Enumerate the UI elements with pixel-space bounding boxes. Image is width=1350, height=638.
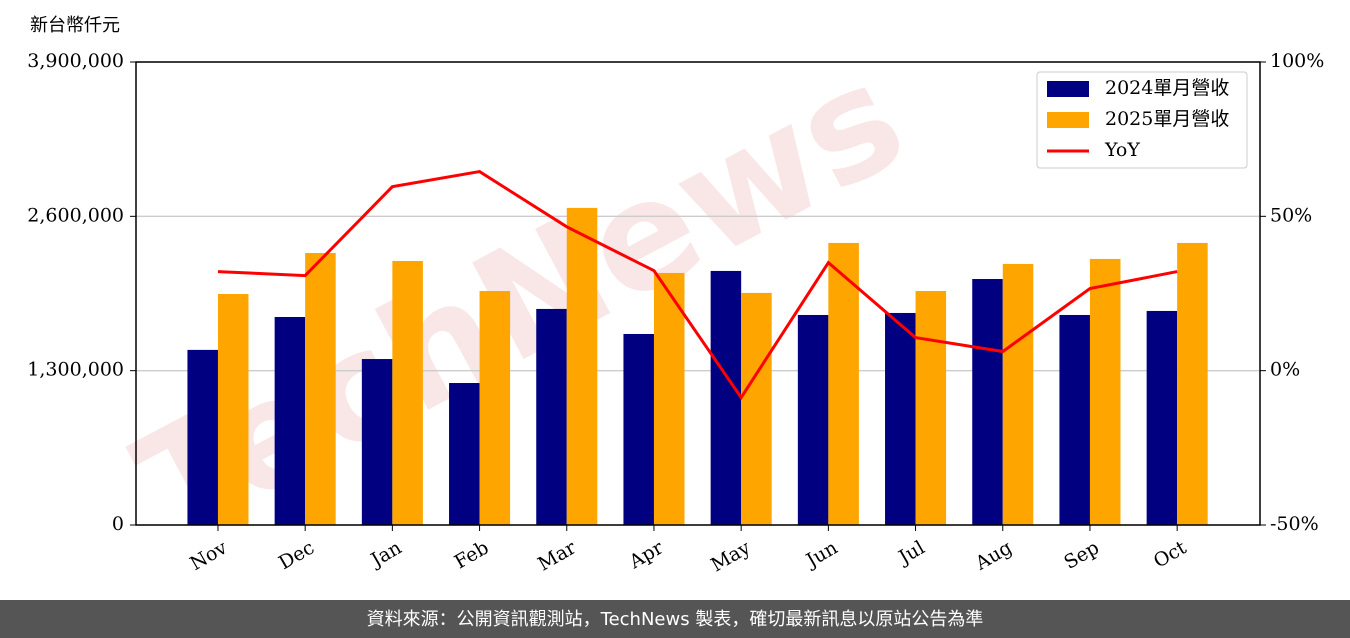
bar bbox=[741, 292, 772, 525]
bar bbox=[187, 349, 218, 525]
x-tick-label: Jun bbox=[801, 537, 842, 573]
y2-tick-label: -50% bbox=[1270, 513, 1319, 535]
plot-frame bbox=[135, 61, 1261, 526]
bar bbox=[217, 293, 249, 525]
bar bbox=[1146, 310, 1178, 525]
x-tick-label: Feb bbox=[451, 537, 493, 574]
y-axis-label: 新台幣仟元 bbox=[30, 15, 120, 36]
bar bbox=[392, 260, 423, 525]
y2-tick-label: 0% bbox=[1270, 359, 1300, 381]
x-tick-label: May bbox=[707, 536, 754, 576]
footer-text: 資料來源：公開資訊觀測站，TechNews 製表，確切最新訊息以原站公告為準 bbox=[367, 609, 984, 630]
legend-box bbox=[1036, 71, 1248, 169]
x-tick-label: Dec bbox=[275, 537, 318, 575]
x-tick-label: Oct bbox=[1150, 536, 1191, 572]
bar bbox=[885, 312, 916, 525]
bar bbox=[361, 359, 393, 525]
bar bbox=[1002, 263, 1034, 525]
bar bbox=[1177, 242, 1208, 525]
bar bbox=[479, 291, 511, 525]
bar bbox=[797, 314, 829, 525]
legend-label: YoY bbox=[1104, 139, 1140, 161]
bar bbox=[915, 291, 947, 525]
bar bbox=[653, 272, 685, 525]
x-tick-label: Jul bbox=[893, 537, 928, 570]
bar bbox=[536, 308, 567, 525]
bar bbox=[710, 270, 742, 525]
legend-label: 2025單月營收 bbox=[1105, 108, 1229, 130]
bar bbox=[1059, 314, 1090, 525]
y-tick-label: 1,300,000 bbox=[27, 359, 124, 381]
y-tick-label: 0 bbox=[112, 513, 124, 535]
x-tick-label: Jan bbox=[366, 537, 406, 573]
legend-swatch bbox=[1047, 81, 1089, 97]
bar bbox=[623, 333, 654, 525]
bar bbox=[972, 279, 1003, 525]
bar bbox=[828, 242, 859, 525]
x-tick-label: Sep bbox=[1060, 537, 1103, 574]
y2-tick-label: 50% bbox=[1270, 204, 1312, 226]
line bbox=[217, 169, 1178, 401]
x-tick-label: Aug bbox=[971, 537, 1016, 576]
legend-label: 2024單月營收 bbox=[1105, 77, 1229, 99]
footer-bar bbox=[0, 600, 1350, 638]
bar bbox=[1089, 258, 1121, 525]
legend-swatch bbox=[1047, 112, 1089, 128]
y-tick-label: 3,900,000 bbox=[27, 50, 124, 72]
bar bbox=[305, 253, 336, 525]
bar bbox=[566, 207, 598, 525]
x-tick-label: Mar bbox=[534, 536, 580, 575]
y-tick-label: 2,600,000 bbox=[27, 204, 124, 226]
y2-tick-label: 100% bbox=[1270, 50, 1324, 72]
bar bbox=[449, 383, 480, 525]
bar bbox=[274, 317, 306, 525]
x-tick-label: Apr bbox=[625, 536, 668, 573]
